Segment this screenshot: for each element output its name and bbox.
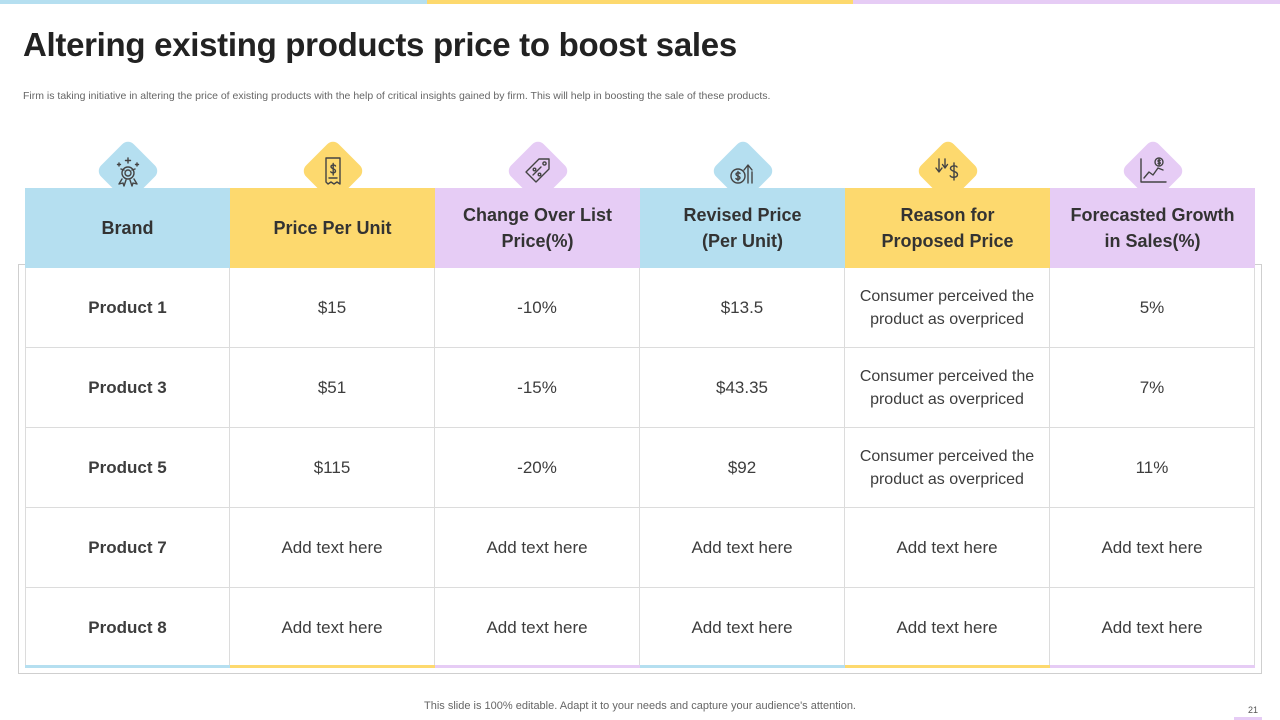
table-body: Product 1 $15 -10% $13.5 Consumer perceived … <box>25 268 1255 668</box>
header-icon-badge <box>1119 138 1186 204</box>
page-number: 21 <box>1247 705 1258 715</box>
brand-cell: Product 5 <box>25 428 230 508</box>
discount-tag-icon <box>522 155 554 187</box>
award-medal-icon <box>112 155 144 187</box>
table-row: Product 3 $51 -15% $43.35 Consumer perceived… <box>25 348 1255 428</box>
table-cell: Add text here <box>230 588 435 668</box>
accent-segment-blue <box>0 0 427 4</box>
table-cell: $115 <box>230 428 435 508</box>
column-accent-strip <box>640 268 845 668</box>
table-cell: Add text here <box>640 588 845 668</box>
table-cell: $15 <box>230 268 435 348</box>
header-label: Brand <box>101 218 154 238</box>
price-tag-receipt-icon <box>317 155 349 187</box>
header-cell: Brand <box>25 188 230 268</box>
accent-segment-yellow <box>426 0 854 4</box>
top-accent-bar <box>0 0 1280 4</box>
header-label: Revised Price (Per Unit) <box>683 205 802 251</box>
table-row: Product 8 Add text here Add text here Add t… <box>25 588 1255 668</box>
table-cell: Add text here <box>845 508 1050 588</box>
table-cell: $92 <box>640 428 845 508</box>
column-accent-strip <box>435 268 640 668</box>
header-label: Price Per Unit <box>273 218 392 238</box>
column-accent-strip <box>25 268 230 668</box>
table-cell: $43.35 <box>640 348 845 428</box>
header-label: Forecasted Growth in Sales(%) <box>1070 205 1235 251</box>
table-cell: Add text here <box>435 508 640 588</box>
header-icon-badge <box>504 138 571 204</box>
header-label: Reason for Proposed Price <box>881 205 1014 251</box>
growth-chart-icon <box>1137 155 1169 187</box>
header-cell: Price Per Unit <box>230 188 435 268</box>
pricing-table: Brand Price Per Unit Change Over List Pric… <box>25 138 1255 668</box>
table-row: Product 1 $15 -10% $13.5 Consumer perceived … <box>25 268 1255 348</box>
table-row: Product 5 $115 -20% $92 Consumer perceived t… <box>25 428 1255 508</box>
header-icon-badge <box>299 138 366 204</box>
table-cell: Add text here <box>230 508 435 588</box>
header-icon-badge <box>709 138 776 204</box>
header-cell: Revised Price (Per Unit) <box>640 188 845 268</box>
coin-arrow-up-icon <box>727 155 759 187</box>
header-cell: Reason for Proposed Price <box>845 188 1050 268</box>
brand-cell: Product 8 <box>25 588 230 668</box>
column-accent-strip <box>230 268 435 668</box>
header-label: Change Over List Price(%) <box>462 205 613 251</box>
brand-cell: Product 3 <box>25 348 230 428</box>
table-cell: Consumer perceived the product as overpr… <box>845 348 1050 428</box>
column-accent-strip <box>1050 268 1255 668</box>
page-subtitle: Firm is taking initiative in altering th… <box>23 90 771 102</box>
table-cell: $13.5 <box>640 268 845 348</box>
header-cell: Change Over List Price(%) <box>435 188 640 268</box>
footer-note: This slide is 100% editable. Adapt it to… <box>424 700 856 712</box>
table-row: Product 7 Add text here Add text here Add t… <box>25 508 1255 588</box>
table-cell: 5% <box>1050 268 1255 348</box>
table-cell: Add text here <box>845 588 1050 668</box>
brand-cell: Product 1 <box>25 268 230 348</box>
table-cell: -20% <box>435 428 640 508</box>
table-cell: Consumer perceived the product as overpr… <box>845 268 1050 348</box>
table-cell: Add text here <box>435 588 640 668</box>
header-icon-badge <box>914 138 981 204</box>
table-cell: -15% <box>435 348 640 428</box>
brand-cell: Product 7 <box>25 508 230 588</box>
header-icon-badge <box>94 138 161 204</box>
page-title: Altering existing products price to boos… <box>23 26 737 63</box>
table-cell: $51 <box>230 348 435 428</box>
header-cell: Forecasted Growth in Sales(%) <box>1050 188 1255 268</box>
table-cell: 11% <box>1050 428 1255 508</box>
table-cell: Add text here <box>640 508 845 588</box>
table-cell: -10% <box>435 268 640 348</box>
table-cell: 7% <box>1050 348 1255 428</box>
table-cell: Consumer perceived the product as overpr… <box>845 428 1050 508</box>
accent-segment-purple <box>853 0 1280 4</box>
table-cell: Add text here <box>1050 508 1255 588</box>
page-number-underline <box>1234 717 1262 720</box>
column-accent-strip <box>845 268 1050 668</box>
dollar-arrows-down-icon <box>932 155 964 187</box>
table-header-row: Brand Price Per Unit Change Over List Pric… <box>25 138 1255 268</box>
